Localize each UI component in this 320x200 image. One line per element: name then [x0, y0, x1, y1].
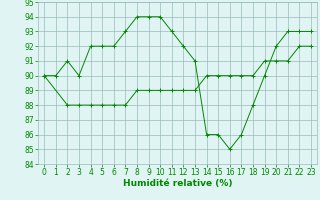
X-axis label: Humidité relative (%): Humidité relative (%): [123, 179, 232, 188]
